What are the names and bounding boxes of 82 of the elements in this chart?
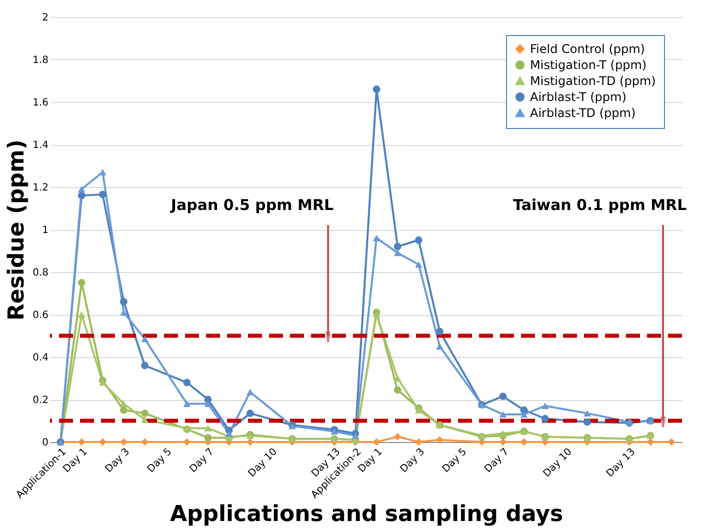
point bbox=[394, 432, 402, 440]
point bbox=[204, 400, 212, 407]
point bbox=[78, 311, 86, 318]
point bbox=[120, 298, 128, 306]
point bbox=[520, 411, 528, 418]
x-tick-label: Day 3 bbox=[104, 446, 132, 475]
point bbox=[668, 438, 676, 446]
point bbox=[120, 406, 128, 414]
point bbox=[120, 309, 128, 316]
point bbox=[583, 410, 591, 417]
point bbox=[436, 343, 444, 350]
y-tick-label: 2 bbox=[42, 12, 48, 24]
point bbox=[183, 400, 191, 407]
y-tick-label: 1.4 bbox=[32, 140, 48, 151]
point bbox=[541, 414, 549, 422]
point bbox=[394, 386, 402, 394]
point bbox=[414, 406, 422, 414]
point bbox=[141, 362, 149, 370]
point bbox=[225, 430, 233, 437]
point bbox=[141, 416, 149, 423]
point bbox=[204, 424, 212, 432]
point bbox=[78, 186, 86, 192]
x-tick-label: Day 5 bbox=[146, 446, 174, 475]
x-tick-label: Day 10 bbox=[246, 446, 280, 480]
y-tick-label: 1.8 bbox=[32, 55, 48, 66]
annotation: Japan 0.5 ppm MRL bbox=[170, 196, 334, 214]
point bbox=[394, 375, 402, 382]
legend-label: Field Control (ppm) bbox=[530, 42, 645, 56]
x-tick-label: Day 7 bbox=[482, 446, 512, 475]
y-tick-label: 0.4 bbox=[32, 352, 48, 364]
point bbox=[120, 400, 128, 407]
point bbox=[499, 438, 507, 446]
point bbox=[78, 438, 86, 446]
point bbox=[330, 428, 338, 435]
point bbox=[646, 438, 654, 446]
point bbox=[436, 436, 444, 444]
y-axis-title: Residue (ppm) bbox=[4, 139, 30, 321]
legend-label: Airblast-TD (ppm) bbox=[530, 106, 636, 120]
point bbox=[499, 411, 507, 418]
point bbox=[520, 438, 528, 446]
point bbox=[78, 278, 86, 286]
point bbox=[372, 311, 380, 318]
point bbox=[141, 410, 149, 418]
legend-label: Airblast-T (ppm) bbox=[530, 90, 626, 104]
point bbox=[352, 432, 360, 439]
point bbox=[414, 261, 422, 268]
point bbox=[436, 328, 444, 336]
point bbox=[583, 418, 591, 426]
y-tick-label: 0.6 bbox=[32, 310, 48, 321]
y-tick-label: 0.8 bbox=[32, 268, 48, 278]
point bbox=[141, 336, 149, 342]
y-tick-label: 1 bbox=[42, 225, 48, 236]
point bbox=[183, 378, 191, 386]
point bbox=[246, 410, 254, 418]
point bbox=[372, 438, 380, 446]
legend-label: Mistigation-T (ppm) bbox=[530, 58, 647, 72]
y-tick-label: 1.2 bbox=[32, 182, 48, 194]
x-tick-label: Day 3 bbox=[398, 446, 427, 475]
point bbox=[541, 402, 549, 410]
x-axis-title: Applications and sampling days bbox=[170, 502, 564, 528]
x-tick-label: Day 10 bbox=[541, 446, 574, 480]
point bbox=[246, 388, 254, 396]
annotation: Taiwan 0.1 ppm MRL bbox=[513, 196, 688, 214]
point bbox=[78, 192, 86, 200]
point bbox=[372, 234, 380, 242]
point bbox=[414, 236, 422, 244]
point bbox=[394, 242, 402, 250]
point bbox=[394, 250, 402, 256]
y-tick-label: 0 bbox=[42, 438, 48, 448]
point bbox=[499, 392, 507, 400]
x-tick-label: Day 5 bbox=[440, 446, 470, 475]
point bbox=[372, 86, 380, 93]
point bbox=[204, 434, 212, 442]
point bbox=[98, 190, 106, 198]
point bbox=[183, 438, 191, 446]
y-tick-label: 0.2 bbox=[32, 395, 48, 406]
x-tick-label: Day 13 bbox=[604, 446, 638, 480]
point bbox=[414, 438, 422, 446]
legend-label: Mistigation-TD (ppm) bbox=[530, 74, 656, 88]
y-tick-label: 1.6 bbox=[32, 98, 48, 108]
point bbox=[499, 430, 507, 437]
x-tick-label: Day 7 bbox=[188, 446, 216, 475]
